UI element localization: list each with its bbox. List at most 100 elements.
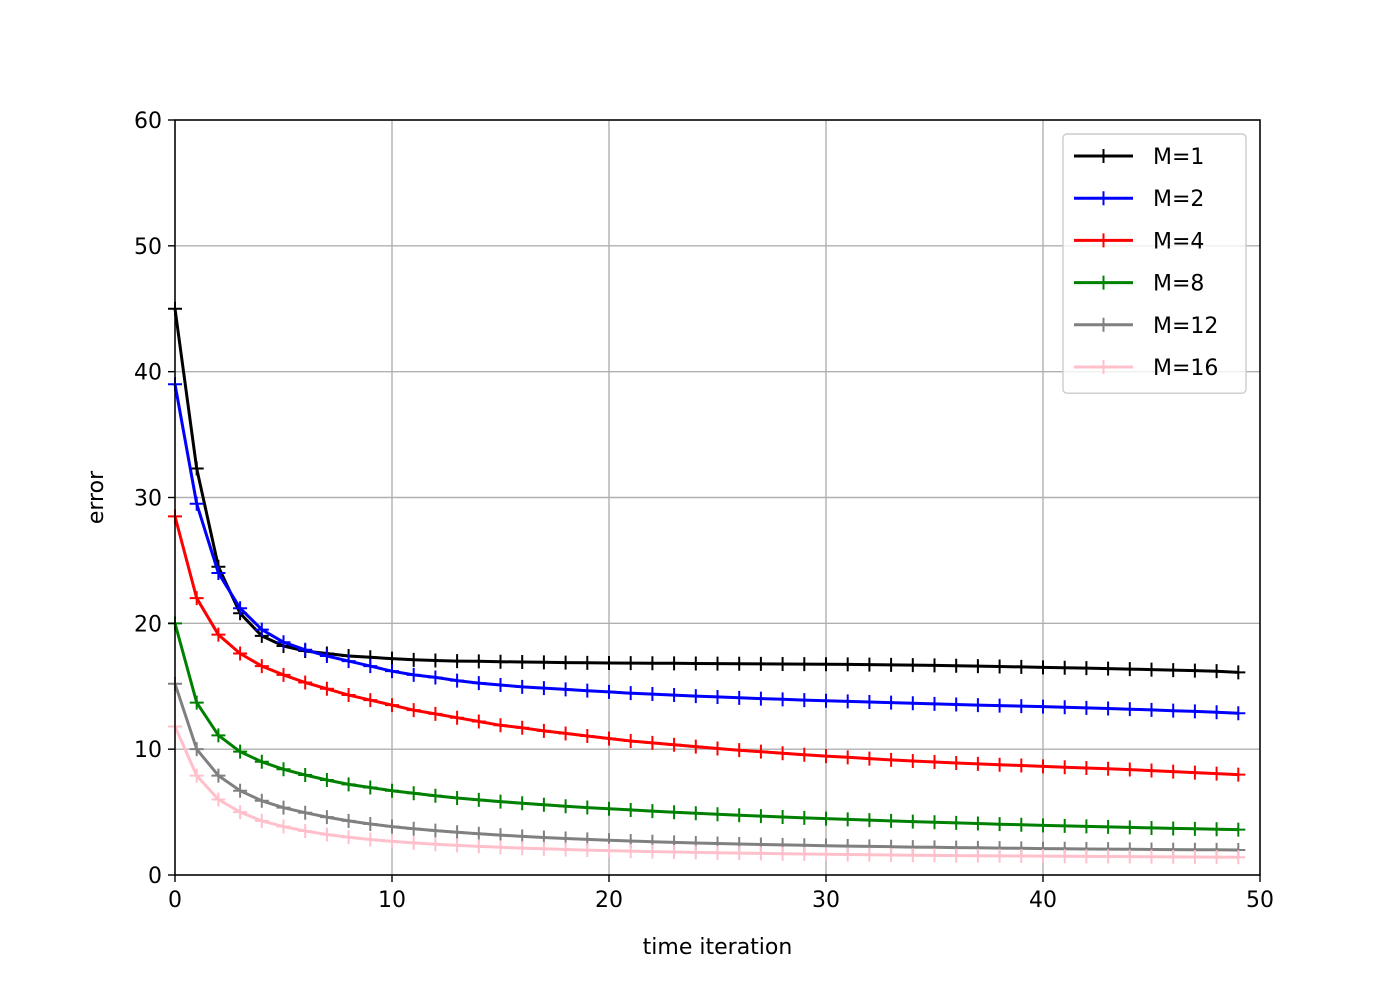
data-point-marker [710,741,725,756]
data-point-marker [927,696,942,711]
data-point-marker [341,688,356,703]
y-tick-label: 10 [134,738,162,763]
data-point-marker [623,686,638,701]
legend-marker [1096,191,1111,206]
data-point-marker [1231,850,1246,865]
data-point-marker [862,657,877,672]
data-point-marker [319,810,334,825]
data-point-marker [927,755,942,770]
data-point-marker [1187,663,1202,678]
data-point-marker [319,649,334,664]
data-point-marker [1079,661,1094,676]
data-point-marker [1231,767,1246,782]
data-point-marker [1079,849,1094,864]
data-point-marker [341,830,356,845]
x-tick-label: 0 [168,888,182,913]
data-point-marker [623,802,638,817]
data-point-marker [428,788,443,803]
data-point-marker [363,817,378,832]
data-point-marker [1014,848,1029,863]
legend-marker [1096,360,1111,374]
data-point-marker [1209,664,1224,679]
legend-label: M=12 [1153,314,1218,339]
y-axis-title: error [84,470,109,524]
data-point-marker [710,689,725,704]
data-point-marker [276,819,291,834]
data-point-marker [233,646,248,661]
data-point-marker [1101,819,1116,834]
data-point-marker [602,655,616,670]
y-tick-label: 20 [134,612,162,637]
data-point-marker [1209,822,1224,837]
data-point-marker [1101,661,1116,676]
series-m-16 [168,719,1246,865]
data-point-marker [840,694,855,709]
y-tick-label: 0 [148,864,162,889]
data-point-marker [254,659,269,674]
data-point-marker [428,670,443,685]
data-point-marker [189,768,204,783]
data-point-marker [385,698,399,713]
data-point-marker [602,843,616,858]
data-point-marker [298,805,313,820]
data-point-marker [515,829,530,844]
data-point-marker [1079,700,1094,715]
data-point-marker [1166,764,1181,779]
data-point-marker [1057,849,1072,864]
data-point-marker [298,675,313,690]
x-tick-label: 50 [1246,888,1274,913]
data-point-marker [428,837,443,852]
data-point-marker [1057,818,1072,833]
data-point-marker [580,655,595,670]
legend-label: M=1 [1153,145,1204,170]
data-point-marker [1014,699,1029,714]
data-point-marker [536,655,551,670]
data-point-marker [254,813,269,828]
legend-marker [1096,317,1111,332]
data-point-marker [732,690,747,705]
data-point-marker [949,848,964,863]
data-point-marker [905,814,920,829]
data-point-marker [233,805,248,820]
data-point-marker [233,744,248,759]
data-point-marker [970,659,985,674]
data-point-marker [493,677,508,692]
x-tick-label: 30 [812,888,840,913]
data-point-marker [1166,849,1181,864]
data-point-marker [1144,662,1159,677]
data-point-marker [667,656,682,671]
data-point-marker [341,654,356,669]
data-point-marker [840,812,855,827]
data-point-marker [276,635,291,650]
data-point-marker [992,659,1007,674]
data-point-marker [406,703,421,718]
data-point-marker [385,664,399,679]
data-point-marker [927,658,942,673]
data-point-marker [1122,820,1137,835]
data-point-marker [797,810,812,825]
data-point-marker [1036,849,1050,864]
data-point-marker [471,792,486,807]
data-point-marker [753,846,768,861]
data-point-marker [385,834,399,849]
data-point-marker [1079,819,1094,834]
data-point-marker [558,842,573,857]
data-point-marker [949,815,964,830]
data-point-marker [341,777,356,792]
data-point-marker [385,819,399,834]
data-point-marker [385,783,399,798]
data-point-marker [319,827,334,842]
legend-item: M=12 [1074,314,1218,339]
data-point-marker [298,642,313,657]
data-point-marker [797,657,812,672]
data-point-marker [1014,758,1029,773]
data-point-marker [211,627,226,642]
data-point-marker [840,750,855,765]
data-point-marker [732,808,747,823]
data-point-marker [536,723,551,738]
data-point-marker [428,706,443,721]
data-point-marker [558,799,573,814]
data-point-marker [645,844,660,859]
data-point-marker [1144,849,1159,864]
series-m-8 [168,616,1246,837]
